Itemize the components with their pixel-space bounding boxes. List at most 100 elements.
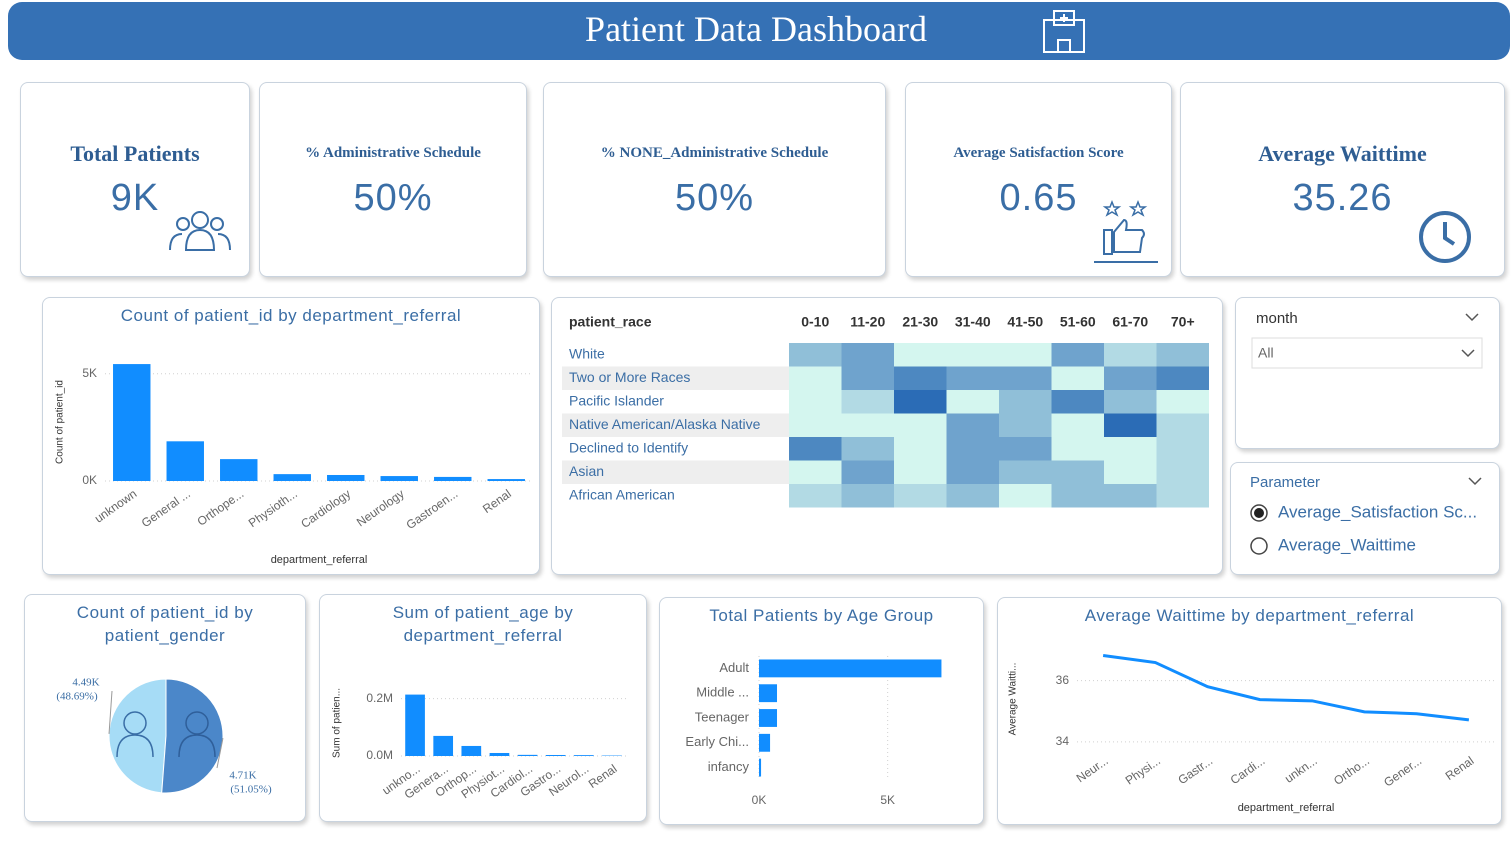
row-band <box>562 413 789 437</box>
heat-cell <box>841 413 894 437</box>
heat-cell <box>999 366 1052 390</box>
heat-cell <box>1156 484 1209 508</box>
heat-cell <box>1104 413 1157 437</box>
x-axis-label: department_referral <box>271 554 368 566</box>
heat-cell <box>1051 437 1104 461</box>
x-tick-label: Physi... <box>1123 754 1163 788</box>
heat-cell <box>894 460 947 484</box>
card-title: % NONE_Administrative Schedule <box>600 145 829 161</box>
column-label: 70+ <box>1171 314 1195 330</box>
x-tick-label: Gener... <box>1381 754 1424 790</box>
card-title: Average Waittime <box>1258 141 1427 166</box>
bar <box>434 476 472 481</box>
chevron <box>1468 477 1482 486</box>
panel-canvas: 34 36 Neur... Physi... Gastr... Cardi... unkn.… <box>1008 654 1495 814</box>
dropdown[interactable] <box>1251 337 1483 369</box>
x-tick-label: Cardiology <box>298 487 353 531</box>
bar <box>759 758 762 777</box>
row-band <box>562 460 789 484</box>
x-tick-label: Ortho... <box>1331 754 1372 788</box>
y-tick-label: 0.0M <box>366 748 393 762</box>
bar <box>166 441 204 481</box>
y-tick-label: Adult <box>719 660 749 675</box>
radio-label[interactable]: Average_Satisfaction Sc... <box>1278 502 1477 521</box>
column-label: 51-60 <box>1060 314 1096 330</box>
heat-cell <box>1051 366 1104 390</box>
heat-cell <box>1156 390 1209 414</box>
bar <box>220 459 258 481</box>
person-icon <box>116 734 154 758</box>
chart-title: Sum of patient_age by department_referra… <box>392 603 574 645</box>
kpi-card: % NONE_Administrative Schedule 50% <box>543 82 886 277</box>
bar <box>517 754 538 756</box>
chart-title: Average Waittime by department_referral <box>1084 606 1415 625</box>
column-label: 21-30 <box>902 314 938 330</box>
heat-cell <box>946 366 999 390</box>
heat-cell <box>894 343 947 367</box>
heat-cell <box>789 437 842 461</box>
data-label: 4.71K <box>229 770 256 782</box>
x-tick-label: General ... <box>139 487 193 531</box>
bar <box>487 479 525 481</box>
x-tick-label: Renal <box>480 487 514 516</box>
chart-title: Total Patients by Age Group <box>709 606 934 625</box>
radio[interactable] <box>1250 537 1268 555</box>
card-title: % Administrative Schedule <box>305 145 481 161</box>
y-tick-label: 36 <box>1056 673 1070 687</box>
heat-cell <box>1156 413 1209 437</box>
heat-cell <box>789 366 842 390</box>
row-label: Pacific Islander <box>569 392 664 408</box>
heat-cell <box>1051 460 1104 484</box>
x-tick-label: Physioth... <box>246 487 300 531</box>
heat-cell <box>946 343 999 367</box>
header-bar <box>8 2 1510 60</box>
percent-label: (51.05%) <box>230 784 272 796</box>
leader-line <box>108 690 113 734</box>
column-label: 31-40 <box>955 314 991 330</box>
row-label: Native American/Alaska Native <box>569 416 761 432</box>
heat-cell <box>1051 484 1104 508</box>
y-tick-label: Early Chi... <box>685 734 749 749</box>
row-label: White <box>569 345 605 361</box>
panel: month All <box>1235 297 1500 449</box>
panel: 0.0M 0.2M unkno... Genera... Orthop... Physio… <box>319 594 647 822</box>
heat-cell <box>1051 343 1104 367</box>
heat-cell <box>841 390 894 414</box>
heat-cell <box>999 390 1052 414</box>
y-axis-label: Sum of patien... <box>332 688 343 758</box>
heat-cell <box>894 484 947 508</box>
x-axis-label: department_referral <box>1238 802 1335 814</box>
x-tick-label: Renal <box>586 762 620 791</box>
heat-cell <box>999 460 1052 484</box>
panel-canvas: Parameter Average_Satisfaction Sc... Avera… <box>1250 474 1482 555</box>
x-tick-label: Cardi... <box>1228 754 1268 788</box>
heat-cell <box>946 413 999 437</box>
x-tick-label: Neur... <box>1074 754 1111 786</box>
x-tick-label: Gastr... <box>1175 754 1215 788</box>
heat-cell <box>999 413 1052 437</box>
panel-canvas: month All <box>1251 310 1483 369</box>
y-tick-label: 34 <box>1056 734 1070 748</box>
chart-title: Count of patient_id by patient_gender <box>76 603 254 645</box>
leader-line <box>216 738 224 769</box>
heat-cell <box>789 460 842 484</box>
line <box>1102 654 1470 722</box>
radio-label[interactable]: Average_Waittime <box>1278 535 1416 554</box>
data-label: 4.49K <box>72 677 99 689</box>
row-label: Asian <box>569 463 604 479</box>
y-tick-label: 0.2M <box>366 691 393 705</box>
heat-cell <box>946 390 999 414</box>
chevron <box>1461 349 1475 358</box>
heat-cell <box>841 460 894 484</box>
heat-cell <box>789 413 842 437</box>
card-value: 0.65 <box>999 177 1078 219</box>
card-title: Average Satisfaction Score <box>953 145 1124 161</box>
heat-cell <box>894 437 947 461</box>
x-tick-label: Orthope... <box>195 487 247 529</box>
heat-cell <box>841 484 894 508</box>
bar <box>545 754 566 756</box>
kpi-card: Average Waittime 35.26 <box>1180 82 1505 277</box>
kpi-card: Total Patients 9K <box>20 82 250 277</box>
panel-canvas: patient_race 0-10 11-20 21-30 31-40 41-50 51-6… <box>562 314 1209 508</box>
heat-cell <box>1104 366 1157 390</box>
